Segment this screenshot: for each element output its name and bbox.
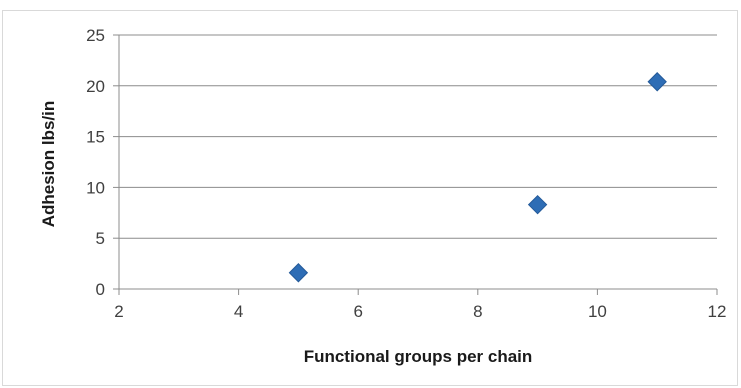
x-tick-label: 12 bbox=[708, 302, 727, 321]
y-tick-label: 5 bbox=[96, 229, 105, 248]
y-tick-label: 0 bbox=[96, 280, 105, 299]
gridlines bbox=[119, 34, 717, 239]
chart-frame bbox=[2, 10, 738, 386]
data-point bbox=[647, 72, 667, 92]
axes bbox=[113, 34, 718, 295]
data-points bbox=[288, 72, 667, 283]
y-tick-labels: 0 5 10 15 20 25 bbox=[86, 26, 105, 299]
data-point bbox=[527, 194, 548, 215]
y-tick-label: 15 bbox=[86, 128, 105, 147]
x-tick-label: 2 bbox=[114, 302, 123, 321]
y-tick-label: 20 bbox=[86, 77, 105, 96]
data-point bbox=[288, 263, 309, 283]
x-tick-label: 4 bbox=[234, 302, 243, 321]
x-tick-label: 10 bbox=[588, 302, 607, 321]
x-tick-labels: 2 4 6 8 10 12 bbox=[114, 302, 726, 321]
x-axis-title: Functional groups per chain bbox=[304, 347, 533, 366]
x-tick-label: 8 bbox=[473, 302, 482, 321]
y-axis-title: Adhesion lbs/in bbox=[39, 101, 58, 228]
y-tick-label: 25 bbox=[86, 26, 105, 45]
x-tick-label: 6 bbox=[353, 302, 362, 321]
y-tick-label: 10 bbox=[86, 178, 105, 197]
